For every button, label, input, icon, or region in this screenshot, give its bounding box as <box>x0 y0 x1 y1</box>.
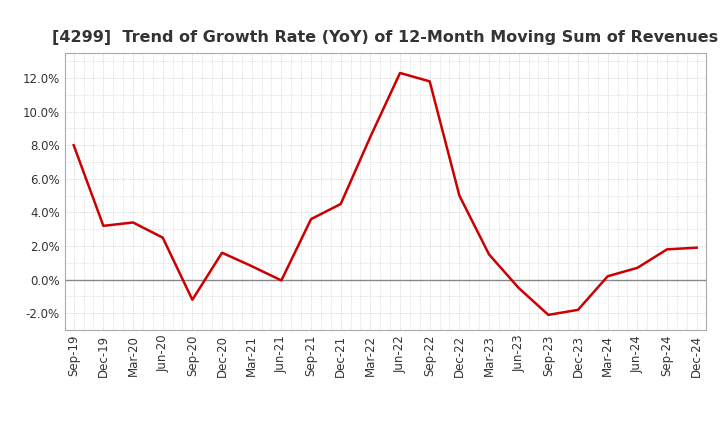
Title: [4299]  Trend of Growth Rate (YoY) of 12-Month Moving Sum of Revenues: [4299] Trend of Growth Rate (YoY) of 12-… <box>52 29 719 45</box>
